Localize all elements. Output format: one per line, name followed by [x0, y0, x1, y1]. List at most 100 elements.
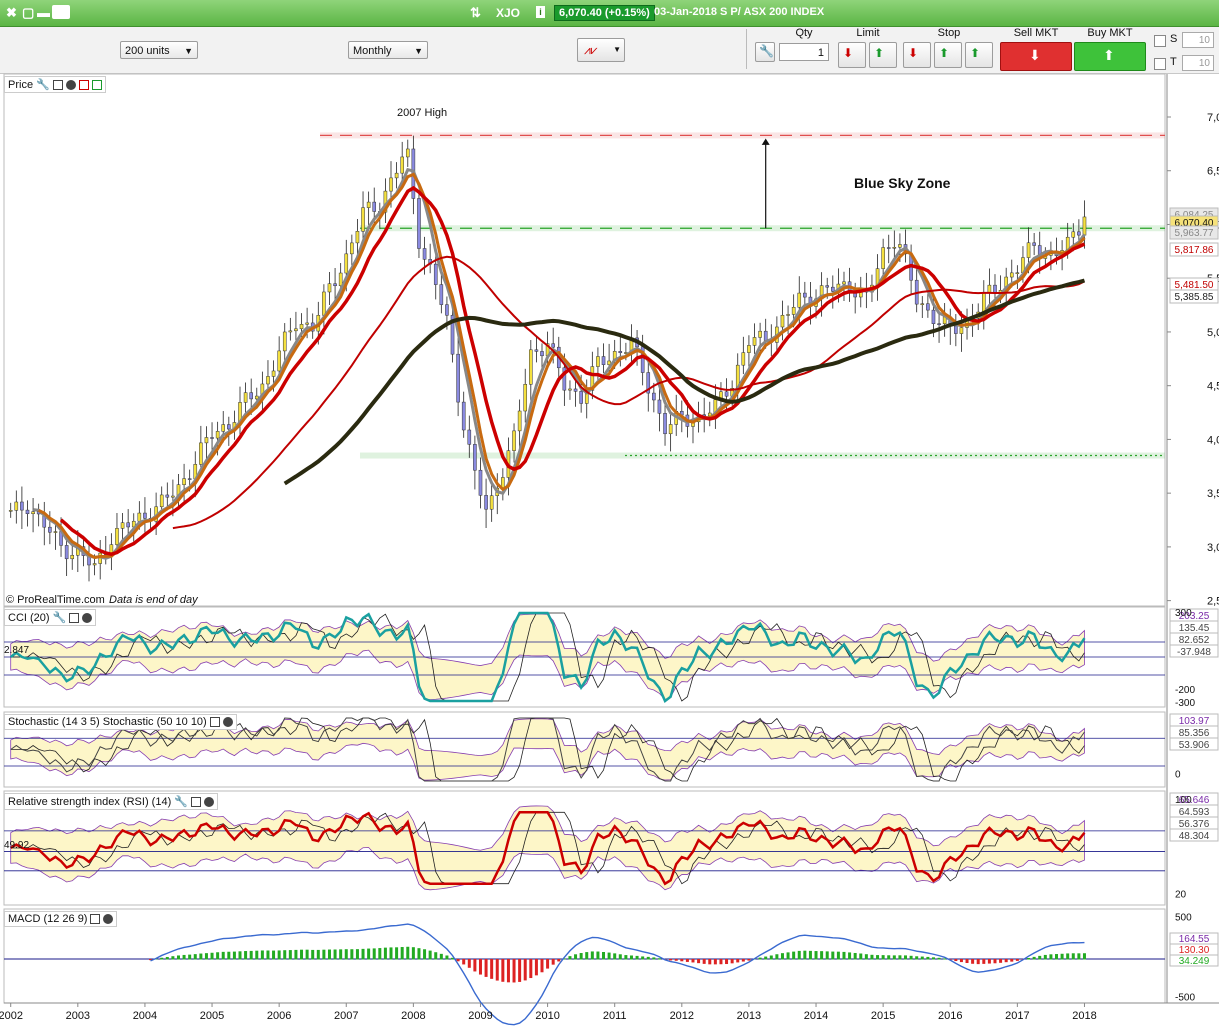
x-tick-label: 2013 — [737, 1010, 761, 1022]
keyboard-icon[interactable] — [52, 5, 70, 19]
y-tick-label: 3,000 — [1207, 542, 1219, 554]
maximize-window-icon[interactable]: ▢ — [22, 5, 35, 20]
macd-hist-bar — [451, 957, 455, 960]
units-select[interactable]: 200 units ▼ — [120, 41, 198, 59]
sell-market-button[interactable]: ⬇ — [1000, 42, 1072, 71]
instrument-description: 03-Jan-2018 S P/ ASX 200 INDEX — [654, 6, 825, 18]
close-icon[interactable] — [82, 612, 93, 623]
macd-hist-bar — [473, 959, 477, 972]
macd-hist-bar — [546, 959, 550, 969]
qty-input[interactable]: 1 — [779, 43, 829, 61]
macd-hist-bar — [976, 959, 980, 965]
candle-body — [590, 366, 595, 391]
macd-hist-bar — [1055, 954, 1059, 960]
limit-sell-button[interactable]: ⬇ — [838, 42, 866, 68]
candle-body — [1015, 272, 1020, 274]
close-icon[interactable] — [222, 717, 233, 727]
t-checkbox[interactable] — [1154, 58, 1166, 70]
period-select[interactable]: Monthly ▼ — [348, 41, 428, 59]
window-icon[interactable] — [209, 717, 220, 727]
cci-tick: -300 — [1175, 698, 1195, 709]
candle-body — [417, 198, 421, 249]
macd-hist-bar — [747, 959, 751, 961]
candle-body — [137, 512, 142, 522]
macd-hist-bar — [283, 950, 287, 960]
indicators-button[interactable]: ⩘⩗ ▼ — [577, 38, 625, 62]
macd-hist-bar — [244, 951, 248, 960]
candle-body — [954, 325, 958, 334]
window-icon[interactable] — [190, 796, 201, 807]
sell-arrow-icon: ⬇ — [908, 46, 919, 60]
candle-body — [663, 413, 667, 435]
macd-hist-bar — [725, 959, 729, 965]
x-tick-label: 2003 — [66, 1010, 90, 1022]
rsi-label-box — [1169, 828, 1219, 842]
candle-body — [467, 429, 472, 445]
stop-trailing-button[interactable]: ⬆ — [965, 42, 993, 68]
candle-body — [31, 511, 35, 515]
x-tick-label: 2012 — [670, 1010, 694, 1022]
close-icon[interactable] — [65, 79, 76, 90]
macd-hist-bar — [260, 950, 264, 960]
stop-buy-button[interactable]: ⬆ — [934, 42, 962, 68]
wrench-icon[interactable]: 🔧 — [174, 796, 188, 808]
ticker-symbol[interactable]: XJO — [496, 6, 521, 20]
macd-hist-bar — [613, 953, 617, 960]
candle-body — [299, 324, 304, 330]
candle-body — [439, 284, 444, 305]
buy-order-icon[interactable] — [91, 79, 102, 90]
wrench-icon[interactable]: 🔧 — [36, 79, 50, 91]
macd-hist-bar — [691, 959, 695, 963]
close-icon[interactable] — [103, 914, 114, 924]
macd-hist-bar — [439, 953, 443, 960]
candle-body — [584, 390, 589, 404]
s-checkbox[interactable] — [1154, 35, 1166, 47]
s-input[interactable]: 10 — [1182, 32, 1214, 48]
candle-body — [305, 322, 309, 325]
macd-hist-bar — [685, 959, 689, 962]
macd-hist-bar — [1077, 953, 1081, 960]
macd-label: 34.249 — [1179, 956, 1210, 967]
ma-short-line — [38, 172, 1086, 560]
macd-hist-bar — [786, 952, 790, 960]
candle-body — [601, 356, 606, 365]
window-icon[interactable] — [69, 612, 80, 623]
macd-hist-bar — [467, 959, 471, 968]
info-icon[interactable]: i — [536, 6, 545, 18]
stop-sell-button[interactable]: ⬇ — [903, 42, 931, 68]
limit-buy-button[interactable]: ⬆ — [869, 42, 897, 68]
macd-hist-bar — [853, 952, 857, 960]
macd-hist-bar — [411, 947, 415, 960]
wrench-button[interactable]: 🔧 — [755, 42, 775, 62]
minimize-window-icon[interactable]: ▬ — [37, 5, 50, 20]
x-tick-label: 2016 — [938, 1010, 962, 1022]
candle-body — [540, 351, 544, 357]
window-icon[interactable] — [52, 79, 63, 90]
macd-hist-bar — [574, 954, 578, 960]
candle-body — [568, 388, 572, 391]
candle-body — [478, 469, 483, 496]
t-input[interactable]: 10 — [1182, 55, 1214, 71]
macd-hist-bar — [540, 959, 544, 973]
candle-body — [389, 177, 393, 192]
macd-hist-bar — [434, 952, 438, 960]
close-window-icon[interactable]: ✖ — [6, 5, 17, 20]
price-label: 5,817.86 — [1175, 245, 1214, 256]
buy-market-button[interactable]: ⬆ — [1074, 42, 1146, 71]
macd-hist-bar — [383, 947, 387, 960]
macd-hist-bar — [266, 950, 270, 960]
ticker-arrows-icon[interactable]: ⇅ — [470, 5, 481, 20]
annotation-2007-high: 2007 High — [397, 107, 447, 119]
macd-hist-bar — [456, 959, 460, 962]
candle-body — [473, 444, 477, 471]
macd-hist-bar — [803, 950, 807, 960]
candle-body — [747, 345, 751, 353]
wrench-icon[interactable]: 🔧 — [52, 612, 67, 624]
window-icon[interactable] — [90, 914, 101, 924]
candle-body — [53, 531, 58, 533]
macd-hist-bar — [993, 959, 997, 964]
close-icon[interactable] — [203, 796, 214, 807]
candle-body — [1077, 231, 1081, 236]
sell-order-icon[interactable] — [78, 79, 89, 90]
